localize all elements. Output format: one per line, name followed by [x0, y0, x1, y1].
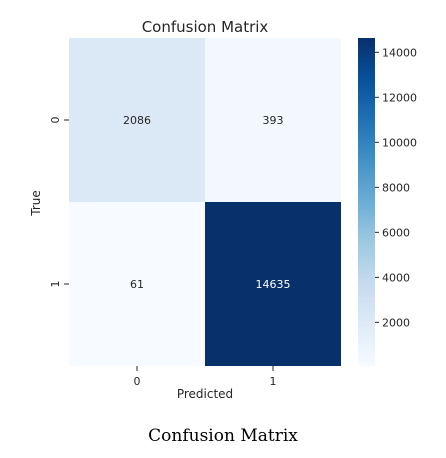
heatmap-cell [69, 38, 205, 202]
cell-value-label: 14635 [256, 278, 291, 291]
colorbar-tick-label: 6000 [382, 226, 410, 239]
colorbar-tick-label: 8000 [382, 181, 410, 194]
colorbar-tick-label: 4000 [382, 271, 410, 284]
colorbar-tick-label: 14000 [382, 46, 417, 59]
y-axis-label: True [29, 190, 43, 217]
heatmap-cell-labels: 2086 393 61 14635 [123, 114, 291, 291]
figure-caption: Confusion Matrix [148, 426, 298, 446]
heatmap-cell [205, 38, 341, 202]
y-axis: 01 [49, 117, 69, 288]
heatmap-cells [69, 38, 341, 366]
x-axis-label: Predicted [177, 387, 233, 401]
cell-value-label: 393 [263, 114, 284, 127]
colorbar-ticks: 2000 4000 6000 8000 10000 12000 14000 [375, 46, 417, 329]
cell-value-label: 61 [130, 278, 144, 291]
colorbar [358, 38, 375, 366]
y-tick-label: 0 [49, 117, 62, 124]
heatmap-cell [205, 202, 341, 366]
colorbar-tick-label: 10000 [382, 136, 417, 149]
x-tick-label: 1 [270, 375, 277, 388]
colorbar-tick-label: 2000 [382, 316, 410, 329]
chart-title: Confusion Matrix [142, 18, 269, 36]
colorbar-tick-label: 12000 [382, 91, 417, 104]
heatmap-cell [69, 202, 205, 366]
y-tick-label: 1 [49, 281, 62, 288]
cell-value-label: 2086 [123, 114, 151, 127]
x-tick-label: 0 [134, 375, 141, 388]
